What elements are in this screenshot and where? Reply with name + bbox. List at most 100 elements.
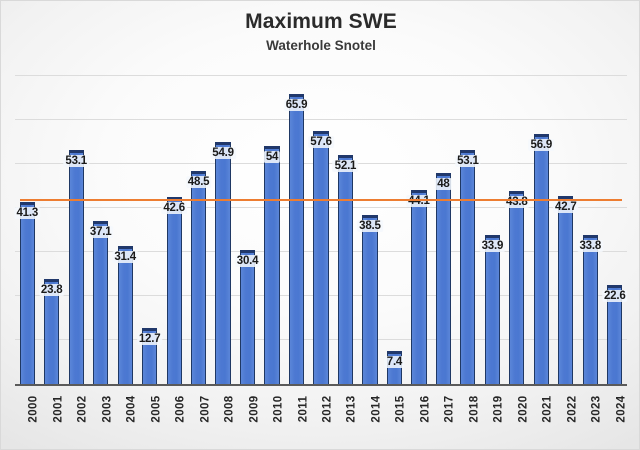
bar[interactable]	[93, 220, 109, 384]
bar-slot	[93, 76, 109, 384]
average-reference-line	[19, 198, 623, 202]
bar[interactable]	[117, 245, 133, 384]
bar[interactable]	[239, 250, 256, 384]
x-axis-tick-label: 2010	[272, 395, 285, 423]
x-axis-tick-label: 2012	[321, 395, 334, 423]
bar[interactable]	[607, 284, 623, 384]
gridline	[15, 119, 627, 120]
bar[interactable]	[484, 234, 500, 384]
bar-slot	[582, 76, 598, 384]
bar[interactable]	[558, 196, 574, 384]
bar[interactable]	[313, 130, 329, 384]
x-axis-tick-label: 2023	[590, 395, 603, 423]
bar[interactable]	[191, 170, 207, 384]
x-axis-tick-label: 2007	[199, 395, 212, 423]
bar-slot	[44, 76, 60, 384]
bar[interactable]	[337, 154, 354, 384]
bar-slot	[166, 76, 182, 384]
bar[interactable]	[44, 279, 60, 384]
bar-slot	[509, 76, 525, 384]
bar-value-label: 53.1	[455, 155, 481, 168]
x-axis-tick-label: 2015	[395, 395, 408, 423]
bar[interactable]	[19, 202, 35, 384]
x-axis-tick-label: 2017	[443, 395, 456, 423]
chart-title: Maximum SWE	[245, 10, 397, 33]
x-axis-tick-label: 2003	[101, 395, 114, 423]
bar-slot	[362, 76, 378, 384]
bar-value-label: 65.9	[283, 99, 310, 112]
x-axis-tick-label: 2006	[174, 395, 187, 423]
bar-value-label: 7.4	[384, 356, 405, 369]
x-axis-tick-label: 2013	[346, 395, 359, 423]
bar-value-label: 41.3	[14, 207, 41, 220]
bar[interactable]	[68, 150, 84, 384]
bar-value-label: 31.4	[112, 250, 138, 263]
bar-value-label: 48	[435, 177, 452, 190]
bar[interactable]	[509, 191, 525, 384]
x-axis-tick-label: 2004	[125, 395, 138, 423]
bar[interactable]	[362, 214, 378, 384]
x-axis-tick-label: 2019	[492, 395, 505, 423]
x-axis-tick-label: 2014	[370, 395, 383, 423]
title-block: Maximum SWE Waterhole Snotel	[1, 9, 640, 56]
bar-value-label: 56.9	[528, 138, 555, 151]
bar-slot	[607, 76, 623, 384]
bar[interactable]	[288, 94, 305, 384]
bar-slot	[288, 76, 305, 384]
bar[interactable]	[460, 150, 476, 384]
bar[interactable]	[435, 172, 451, 384]
bar-slot	[337, 76, 354, 384]
chart-subtitle: Waterhole Snotel	[266, 38, 376, 53]
bar-series	[15, 76, 627, 384]
x-axis-tick-label: 2008	[223, 395, 236, 423]
bar-value-label: 38.5	[357, 219, 383, 232]
bar-slot	[558, 76, 574, 384]
bar-value-label: 48.5	[185, 175, 212, 188]
bar[interactable]	[582, 235, 598, 384]
bar-slot	[460, 76, 476, 384]
x-axis-tick-label: 2009	[248, 395, 261, 423]
x-axis-tick-label: 2001	[52, 395, 65, 423]
plot-area: 41.3 23.8 53.1 37.1 31.4 12.7 42.6 48.5 54.9 30.4…	[14, 75, 628, 384]
bar-value-label: 52.1	[332, 159, 359, 172]
bar-slot	[264, 76, 280, 384]
bar-slot	[435, 76, 451, 384]
bar-slot	[117, 76, 133, 384]
bar-slot	[239, 76, 256, 384]
bar-slot	[215, 76, 231, 384]
x-axis-tick-label: 2024	[615, 395, 628, 423]
x-axis-tick-label: 2002	[76, 395, 89, 423]
bar-value-label: 30.4	[234, 255, 261, 268]
bar-slot	[386, 76, 403, 384]
bar-value-label: 54.9	[210, 147, 236, 160]
bar[interactable]	[533, 133, 549, 384]
bar-slot	[313, 76, 329, 384]
bar-slot	[533, 76, 549, 384]
bar-value-label: 37.1	[87, 225, 114, 238]
bar-value-label: 42.6	[161, 201, 187, 214]
gridline	[15, 75, 627, 76]
x-axis-tick-label: 2022	[566, 395, 579, 423]
bar-slot	[68, 76, 84, 384]
bar-slot	[484, 76, 500, 384]
bar-value-label: 54	[263, 151, 281, 164]
bar-value-label: 12.7	[136, 333, 163, 346]
x-axis-labels: 2000 2001 2002 2003 2004 2005 2006 2007 2008 2009…	[15, 387, 628, 447]
bar-slot	[411, 76, 427, 384]
x-axis-tick-label: 2018	[468, 395, 481, 423]
x-axis-tick-label: 2020	[517, 395, 530, 423]
bar[interactable]	[215, 142, 231, 384]
bar[interactable]	[264, 146, 280, 384]
bar-value-label: 33.9	[479, 239, 506, 252]
x-axis-tick-label: 2011	[296, 395, 309, 423]
x-axis-tick-label: 2000	[27, 395, 40, 423]
bar-value-label: 57.6	[308, 135, 334, 148]
x-axis-tick-label: 2016	[419, 395, 432, 423]
bar-value-label: 42.7	[553, 201, 579, 214]
bar-value-label: 53.1	[63, 155, 89, 168]
bar[interactable]	[166, 196, 182, 384]
x-axis-tick-label: 2021	[541, 395, 554, 423]
bar[interactable]	[411, 189, 427, 384]
bar-value-label: 22.6	[601, 289, 628, 302]
